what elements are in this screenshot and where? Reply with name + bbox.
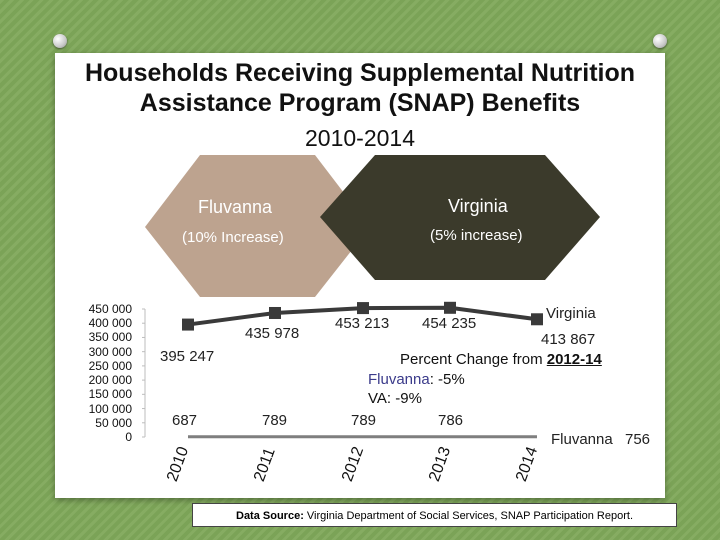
virginia-value-label: 413 867 xyxy=(541,331,596,349)
pushpin-left-icon xyxy=(53,34,67,48)
fluvanna-value-label: 756 xyxy=(625,431,651,448)
callout-title: Percent Change from 2012-14 xyxy=(400,351,602,368)
y-tick-label: 250 000 xyxy=(88,358,132,373)
data-point-virginia xyxy=(269,306,281,319)
pushpin-right-icon xyxy=(653,34,667,48)
callout-fluvanna: Fluvanna: -5% xyxy=(368,371,465,388)
callout-fluvanna-label: Fluvanna xyxy=(368,371,430,388)
virginia-value-label: 435 978 xyxy=(245,324,300,342)
virginia-hex-name: Virginia xyxy=(448,196,508,216)
percent-change-callout: Percent Change from 2012-14 Fluvanna: -5… xyxy=(355,348,655,410)
virginia-value-label: 454 235 xyxy=(422,314,477,332)
y-tick-label: 0 xyxy=(125,430,132,444)
y-tick-label: 100 000 xyxy=(88,401,132,416)
y-tick-label: 200 000 xyxy=(88,373,132,388)
y-tick-label: 400 000 xyxy=(88,316,132,331)
data-source-box: Data Source: Virginia Department of Soci… xyxy=(192,503,677,527)
fluvanna-end-label: Fluvanna xyxy=(551,431,613,448)
data-point-virginia xyxy=(357,302,369,315)
virginia-hex-change: (5% increase) xyxy=(430,227,523,244)
callout-va-label: VA: xyxy=(368,390,392,407)
data-point-virginia xyxy=(444,301,456,314)
source-label: Data Source: xyxy=(236,510,304,522)
callout-title-years: 2012-14 xyxy=(546,351,602,368)
callout-title-prefix: Percent Change from xyxy=(400,351,547,368)
virginia-value-label: 453 213 xyxy=(335,315,390,333)
fluvanna-hex-name: Fluvanna xyxy=(198,197,273,217)
fluvanna-value-label: 789 xyxy=(351,412,377,429)
virginia-end-label: Virginia xyxy=(546,305,596,322)
callout-va: VA: -9% xyxy=(368,390,422,407)
virginia-hexagon xyxy=(320,155,600,280)
data-point-virginia xyxy=(531,313,543,326)
data-point-virginia xyxy=(182,318,194,331)
slide-card xyxy=(55,53,665,498)
slide-subtitle: 2010-2014 xyxy=(305,125,415,151)
callout-fluvanna-value: : -5% xyxy=(429,371,465,388)
fluvanna-hex-change: (10% Increase) xyxy=(182,229,284,246)
virginia-value-label: 395 247 xyxy=(160,347,215,365)
y-tick-label: 300 000 xyxy=(88,344,132,359)
title-line-2: Assistance Program (SNAP) Benefits xyxy=(139,89,581,117)
slide-title: Households Receiving Supplemental Nutrit… xyxy=(0,58,720,118)
fluvanna-value-label: 687 xyxy=(172,412,198,429)
y-tick-label: 450 000 xyxy=(88,302,132,316)
callout-va-value: -9% xyxy=(391,390,422,407)
fluvanna-value-label: 786 xyxy=(438,412,464,429)
y-tick-label: 350 000 xyxy=(88,330,132,345)
y-tick-label: 150 000 xyxy=(88,387,132,402)
source-text: Virginia Department of Social Services, … xyxy=(303,510,633,522)
fluvanna-hexagon xyxy=(145,155,370,297)
fluvanna-value-label: 789 xyxy=(262,412,288,429)
title-line-1: Households Receiving Supplemental Nutrit… xyxy=(84,59,636,87)
y-tick-label: 50 000 xyxy=(95,415,132,430)
